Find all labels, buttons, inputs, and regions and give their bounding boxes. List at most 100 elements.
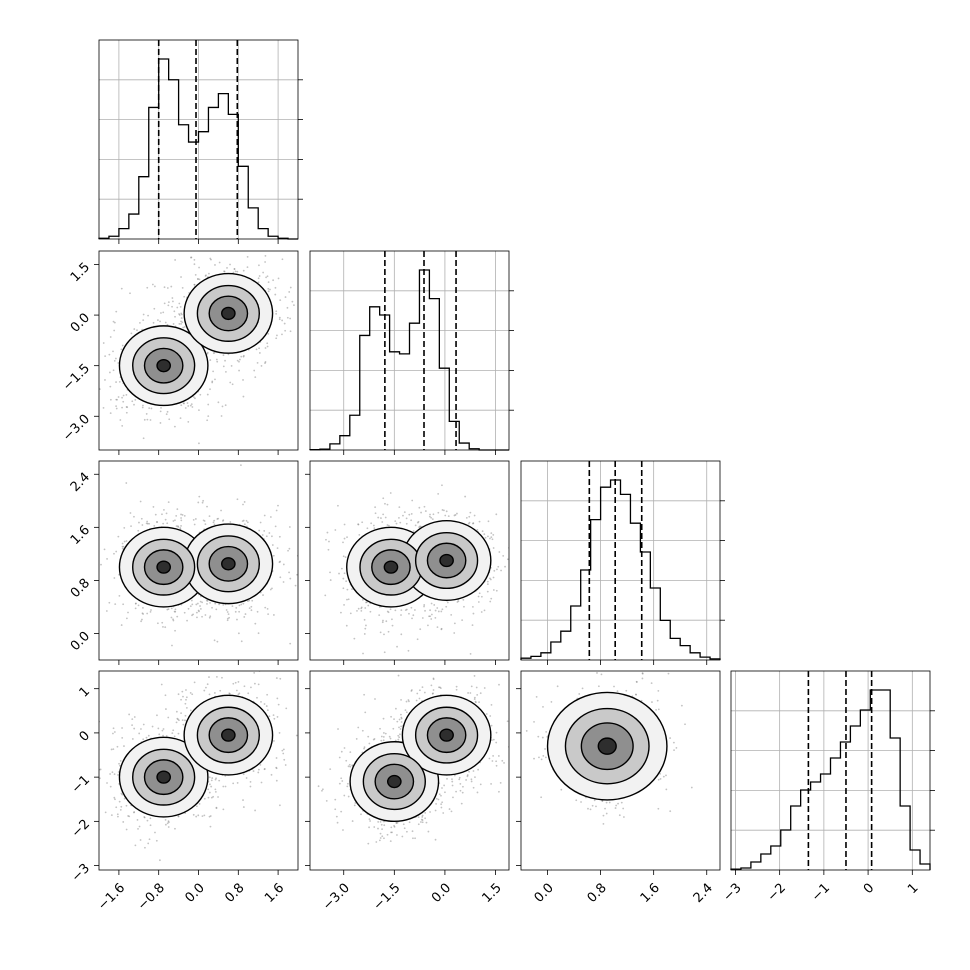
scatter-point [115, 405, 117, 408]
scatter-point [131, 400, 134, 403]
scatter-point [112, 732, 114, 735]
scatter-point [279, 576, 282, 579]
scatter-point [238, 369, 240, 372]
scatter-point [204, 523, 207, 526]
scatter-point [266, 608, 269, 610]
scatter-point [182, 723, 185, 726]
scatter-point [170, 607, 173, 610]
scatter-point [275, 310, 278, 313]
scatter-point [229, 521, 232, 523]
scatter-point [197, 609, 200, 612]
scatter-point [483, 533, 486, 536]
scatter-point [127, 815, 130, 817]
scatter-point [407, 649, 410, 652]
scatter-point [288, 526, 291, 528]
scatter-point [401, 835, 404, 838]
scatter-point [126, 406, 129, 409]
scatter-point [173, 735, 176, 738]
scatter-point [271, 535, 273, 538]
scatter-point [246, 255, 249, 258]
density-contour-3 [383, 560, 399, 574]
scatter-point [478, 520, 481, 523]
scatter-point [220, 509, 222, 512]
scatter-point [162, 626, 164, 628]
density-contour-3 [439, 553, 454, 568]
scatter-point [491, 538, 494, 541]
scatter-point [176, 717, 179, 720]
scatter-point [193, 523, 196, 526]
scatter-point [191, 614, 193, 617]
scatter-point [164, 823, 167, 826]
scatter-point [282, 581, 285, 583]
scatter-point [206, 603, 208, 605]
scatter-point [485, 713, 488, 715]
scatter-point [222, 365, 225, 368]
scatter-point [399, 521, 402, 524]
scatter-point [293, 304, 295, 307]
scatter-point [199, 600, 202, 603]
scatter-point [112, 320, 115, 323]
scatter-point [201, 815, 204, 817]
scatter-point [217, 517, 220, 520]
scatter-point [262, 663, 264, 665]
scatter-point [199, 393, 202, 396]
scatter-point [106, 558, 108, 560]
scatter-point [399, 733, 401, 736]
scatter-point [410, 519, 413, 522]
scatter-point [197, 278, 199, 280]
scatter-point [420, 818, 423, 821]
scatter-point [184, 702, 187, 705]
scatter-point [212, 795, 215, 798]
scatter-point [424, 609, 426, 612]
scatter-point [321, 507, 323, 509]
scatter-point [186, 619, 188, 622]
joint-panel-0-2 [94, 460, 323, 665]
scatter-point [278, 318, 281, 321]
scatter-point [289, 317, 292, 320]
scatter-point [161, 621, 164, 624]
scatter-point [370, 522, 373, 525]
scatter-point [192, 813, 195, 816]
scatter-point [103, 548, 106, 551]
scatter-point [483, 687, 486, 689]
scatter-point [129, 292, 131, 295]
scatter-point [260, 781, 263, 784]
scatter-point [412, 837, 414, 840]
scatter-point [377, 827, 379, 830]
scatter-point [502, 554, 505, 557]
scatter-point [232, 682, 235, 685]
scatter-point [480, 611, 483, 613]
scatter-point [492, 547, 495, 549]
scatter-point [153, 285, 156, 288]
density-contour-3 [221, 557, 236, 571]
scatter-point [136, 329, 138, 332]
scatter-point [462, 598, 465, 601]
scatter-point [414, 837, 416, 840]
scatter-point [483, 609, 486, 612]
scatter-point [490, 724, 493, 727]
scatter-point [221, 676, 223, 679]
scatter-point [277, 703, 280, 706]
scatter-point [104, 811, 107, 814]
scatter-point [457, 600, 460, 603]
scatter-point [141, 406, 144, 409]
scatter-point [242, 269, 245, 272]
scatter-point [208, 815, 211, 818]
scatter-point [100, 563, 102, 566]
scatter-point [256, 361, 259, 364]
scatter-point [272, 614, 275, 616]
scatter-point [402, 514, 404, 517]
scatter-point [495, 589, 498, 592]
scatter-point [229, 263, 231, 266]
scatter-point [489, 537, 491, 540]
scatter-point [109, 785, 112, 788]
scatter-point [345, 759, 348, 762]
scatter-point [174, 610, 177, 613]
scatter-point [242, 379, 244, 381]
scatter-point [112, 350, 114, 353]
scatter-point [373, 527, 376, 529]
scatter-point [343, 604, 345, 606]
scatter-point [149, 419, 152, 421]
scatter-point [456, 601, 459, 603]
